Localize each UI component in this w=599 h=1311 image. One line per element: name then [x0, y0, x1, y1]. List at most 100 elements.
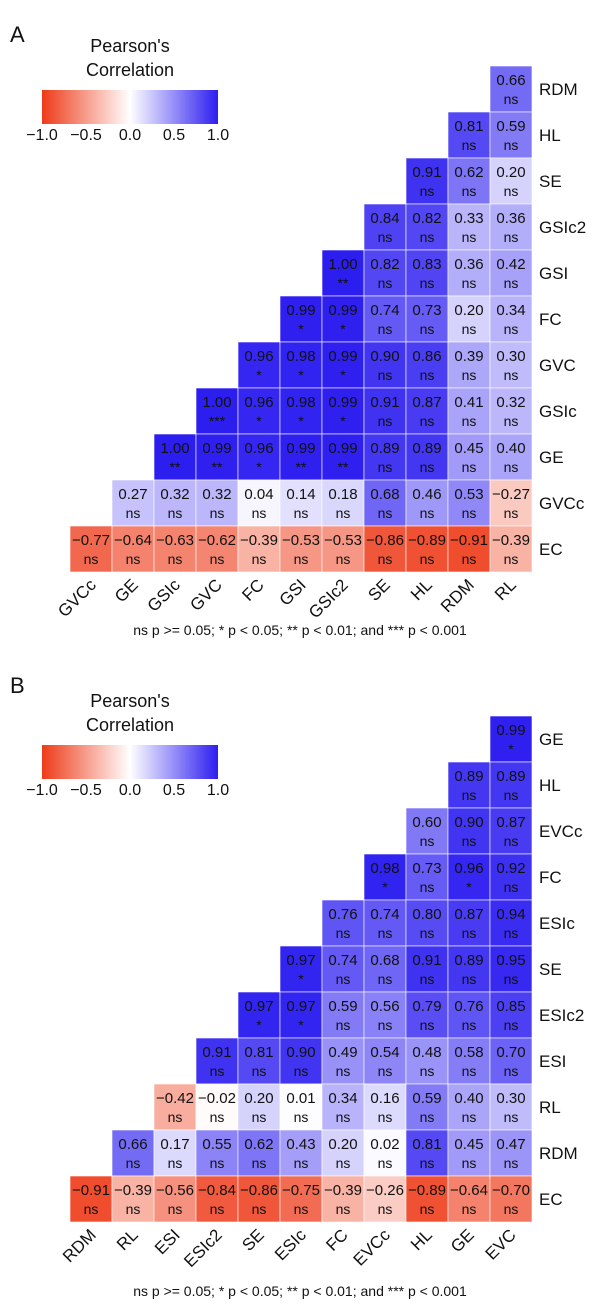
cell-significance: * — [340, 321, 346, 337]
heatmap-cell — [363, 433, 407, 481]
cell-significance: * — [298, 413, 304, 429]
heatmap-cell — [321, 945, 365, 993]
cell-significance: ns — [462, 413, 477, 429]
cell-significance: ns — [168, 1201, 183, 1217]
cell-value: 0.85 — [496, 998, 525, 1015]
heatmap-cell — [489, 1083, 533, 1131]
cell-significance: * — [466, 879, 472, 895]
cell-value: 0.41 — [454, 394, 483, 411]
cell-value: 0.32 — [160, 486, 189, 503]
row-label: ESIc — [539, 914, 575, 933]
column-label: EVCc — [350, 1225, 395, 1270]
column-label: EVC — [482, 1225, 520, 1263]
cell-value: 0.45 — [454, 440, 483, 457]
legend-tick-label: −0.5 — [70, 782, 102, 799]
cell-value: 0.87 — [412, 394, 441, 411]
cell-value: 0.59 — [328, 998, 357, 1015]
heatmap-cell — [363, 1129, 407, 1177]
cell-value: 0.42 — [496, 256, 525, 273]
heatmap-cell — [279, 945, 323, 993]
cell-value: 0.17 — [160, 1136, 189, 1153]
heatmap-cell — [363, 853, 407, 901]
cell-significance: ns — [378, 551, 393, 567]
footnote-b: ns p >= 0.05; * p < 0.05; ** p < 0.01; a… — [133, 1283, 467, 1299]
cell-significance: ns — [210, 551, 225, 567]
cell-value: 0.89 — [454, 768, 483, 785]
cell-value: −0.89 — [408, 1182, 446, 1199]
cell-significance: ns — [252, 505, 267, 521]
cell-significance: ns — [378, 413, 393, 429]
cell-value: 0.97 — [286, 952, 315, 969]
heatmap-cell — [237, 433, 281, 481]
cell-value: −0.26 — [366, 1182, 404, 1199]
heatmap-cell — [489, 295, 533, 343]
cell-significance: ** — [338, 459, 349, 475]
cell-significance: ns — [336, 1155, 351, 1171]
legend-tick-label: 0.0 — [119, 127, 141, 144]
column-label: FC — [322, 1225, 351, 1254]
heatmap-cell — [489, 715, 533, 763]
cell-value: 0.99 — [286, 440, 315, 457]
cell-significance: ns — [504, 367, 519, 383]
heatmap-cell — [363, 1175, 407, 1223]
cell-significance: ns — [294, 1201, 309, 1217]
cell-value: 0.84 — [370, 210, 399, 227]
cell-value: −0.91 — [450, 532, 488, 549]
cell-value: 0.01 — [286, 1090, 315, 1107]
cell-significance: ns — [420, 1063, 435, 1079]
cell-value: 0.99 — [328, 348, 357, 365]
cell-significance: ns — [210, 505, 225, 521]
cell-significance: ns — [420, 925, 435, 941]
heatmap-cell — [447, 853, 491, 901]
heatmap-cell — [405, 945, 449, 993]
heatmap-cell — [489, 525, 533, 573]
heatmap-cell — [489, 1037, 533, 1085]
cell-value: −0.53 — [282, 532, 320, 549]
cell-significance: ns — [252, 1063, 267, 1079]
cell-value: 0.34 — [328, 1090, 357, 1107]
heatmap-cell — [363, 991, 407, 1039]
panel-letter-a: A — [10, 22, 25, 47]
heatmap-cell — [489, 899, 533, 947]
cell-value: 0.40 — [496, 440, 525, 457]
cell-value: 0.70 — [496, 1044, 525, 1061]
legend-title-line1: Pearson's — [90, 36, 169, 56]
cell-value: 0.81 — [412, 1136, 441, 1153]
column-label: GE — [447, 1225, 478, 1256]
cell-significance: ns — [504, 971, 519, 987]
heatmap-cell — [489, 945, 533, 993]
heatmap-cell — [321, 525, 365, 573]
cell-significance: ns — [168, 1155, 183, 1171]
heatmap-cell — [405, 249, 449, 297]
legend-tick-label: 0.0 — [119, 782, 141, 799]
cell-significance: ns — [210, 1063, 225, 1079]
heatmap-cell — [405, 479, 449, 527]
heatmap-cell — [405, 853, 449, 901]
heatmap-cell — [321, 295, 365, 343]
row-label: EC — [539, 1190, 563, 1209]
cell-significance: ns — [420, 229, 435, 245]
cell-significance: ns — [462, 551, 477, 567]
heatmap-cell — [153, 433, 197, 481]
cell-value: −0.89 — [408, 532, 446, 549]
cell-value: 0.02 — [370, 1136, 399, 1153]
heatmap-cell — [279, 991, 323, 1039]
heatmap-cell — [237, 479, 281, 527]
cell-value: 0.96 — [244, 440, 273, 457]
heatmap-cell — [447, 295, 491, 343]
heatmap-cell — [405, 295, 449, 343]
cell-value: 0.40 — [454, 1090, 483, 1107]
cell-value: 0.89 — [496, 768, 525, 785]
cell-significance: ns — [84, 1201, 99, 1217]
heatmap-cell — [363, 899, 407, 947]
cell-value: 0.91 — [412, 952, 441, 969]
cell-value: 0.62 — [244, 1136, 273, 1153]
cell-value: −0.70 — [492, 1182, 530, 1199]
cell-significance: ns — [294, 1155, 309, 1171]
heatmap-cell — [279, 433, 323, 481]
cell-value: 0.86 — [412, 348, 441, 365]
row-label: HL — [539, 776, 561, 795]
cell-significance: ns — [378, 1017, 393, 1033]
cell-significance: ns — [294, 551, 309, 567]
